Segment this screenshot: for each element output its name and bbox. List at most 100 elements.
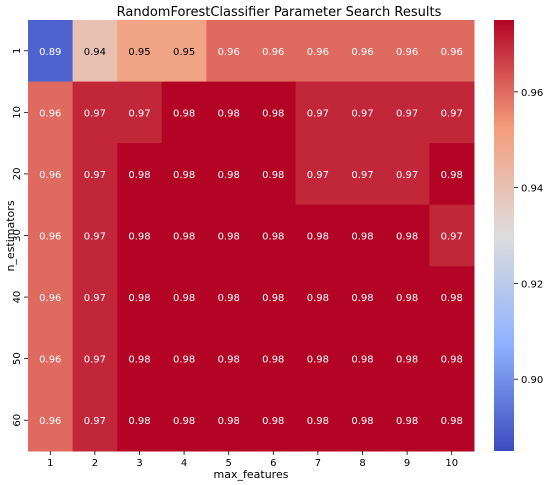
heatmap-cell [340,389,386,452]
heatmap-cell [117,204,163,267]
heatmap-cell [429,266,475,329]
cell-value-label: 0.96 [39,108,61,119]
cell-value-label: 0.97 [396,108,418,119]
colorbar-tick-label: 0.96 [521,88,543,99]
y-axis-ticks: 1 10 20 30 40 50 60 [12,48,28,427]
heatmap-cell [384,143,430,206]
cell-value-label: 0.98 [128,416,150,427]
heatmap-cell [161,20,207,83]
cell-value-label: 0.98 [441,170,463,181]
cell-value-label: 0.98 [262,108,284,119]
heatmap-cell [340,143,386,206]
x-axis-ticks: 1 2 3 4 5 6 7 8 9 10 [47,451,458,469]
cell-value-label: 0.98 [262,170,284,181]
cell-value-label: 0.98 [396,232,418,243]
heatmap-cell [295,81,341,144]
y-tick-label: 20 [12,168,23,181]
cell-value-label: 0.98 [396,416,418,427]
heatmap-cell [384,327,430,390]
y-axis-label: n_estimators [4,200,17,271]
heatmap-cell [340,327,386,390]
heatmap-cell [251,20,297,83]
heatmap-cell [72,327,118,390]
heatmap-cell [28,20,74,83]
cell-value-label: 0.97 [84,108,106,119]
cell-value-label: 0.98 [262,416,284,427]
x-tick-label: 2 [92,458,98,469]
cell-value-label: 0.98 [173,232,195,243]
cell-value-label: 0.97 [396,170,418,181]
heatmap-cell [251,81,297,144]
heatmap-cell [295,389,341,452]
cell-value-label: 0.98 [173,355,195,366]
cell-value-label: 0.98 [173,293,195,304]
heatmap-cell [251,204,297,267]
cell-value-label: 0.98 [128,232,150,243]
cell-value-label: 0.98 [173,416,195,427]
heatmap-cell [206,20,252,83]
colorbar-ticks: 0.90 0.92 0.94 0.96 [514,88,543,386]
cell-value-label: 0.94 [84,47,106,58]
heatmap-cell [28,389,74,452]
heatmap-cell [72,143,118,206]
colorbar-tick-label: 0.90 [521,375,543,386]
heatmap-cell [117,266,163,329]
x-tick-label: 1 [47,458,53,469]
heatmap-cell [429,204,475,267]
heatmap-cell [117,20,163,83]
heatmap-cell [117,143,163,206]
heatmap-cell [251,389,297,452]
heatmap-cell [28,266,74,329]
x-tick-label: 4 [181,458,187,469]
heatmap-cell [117,389,163,452]
colorbar-tick-label: 0.92 [521,279,543,290]
heatmap-cell [206,143,252,206]
heatmap-cell [72,81,118,144]
y-tick-label: 1 [12,48,23,54]
cell-value-label: 0.97 [84,293,106,304]
heatmap-cell [117,81,163,144]
cell-value-label: 0.97 [307,108,329,119]
cell-value-label: 0.96 [396,47,418,58]
cell-value-label: 0.98 [218,232,240,243]
heatmap-cell [206,389,252,452]
cell-value-label: 0.98 [218,355,240,366]
heatmap-cell [161,389,207,452]
heatmap-cell [384,204,430,267]
cell-value-label: 0.98 [218,170,240,181]
heatmap-cell [340,266,386,329]
heatmap-cell [206,266,252,329]
heatmap-cell [429,327,475,390]
cell-value-label: 0.98 [307,355,329,366]
heatmap-cell [161,266,207,329]
y-tick-label: 40 [12,291,23,304]
cell-value-label: 0.98 [173,108,195,119]
cell-value-label: 0.98 [128,355,150,366]
cell-value-label: 0.96 [351,47,373,58]
heatmap-cell [251,266,297,329]
cell-value-label: 0.98 [262,355,284,366]
cell-value-label: 0.98 [441,355,463,366]
x-tick-label: 3 [136,458,142,469]
cell-value-label: 0.98 [441,293,463,304]
heatmap-cell [28,204,74,267]
heatmap-cell [28,81,74,144]
heatmap-cell [72,20,118,83]
heatmap-cell [295,143,341,206]
heatmap-cell [384,81,430,144]
x-tick-label: 7 [315,458,321,469]
cell-value-label: 0.98 [262,232,284,243]
cell-value-label: 0.98 [307,293,329,304]
heatmap-cell [340,204,386,267]
heatmap-cell [161,81,207,144]
cell-value-label: 0.96 [39,293,61,304]
heatmap-cell [295,266,341,329]
cell-value-label: 0.96 [39,170,61,181]
cell-value-label: 0.98 [307,232,329,243]
cell-value-label: 0.98 [218,108,240,119]
heatmap-cell [28,327,74,390]
heatmap-cell [429,20,475,83]
cell-value-label: 0.98 [396,293,418,304]
cell-value-label: 0.97 [441,108,463,119]
heatmap-cell [384,20,430,83]
